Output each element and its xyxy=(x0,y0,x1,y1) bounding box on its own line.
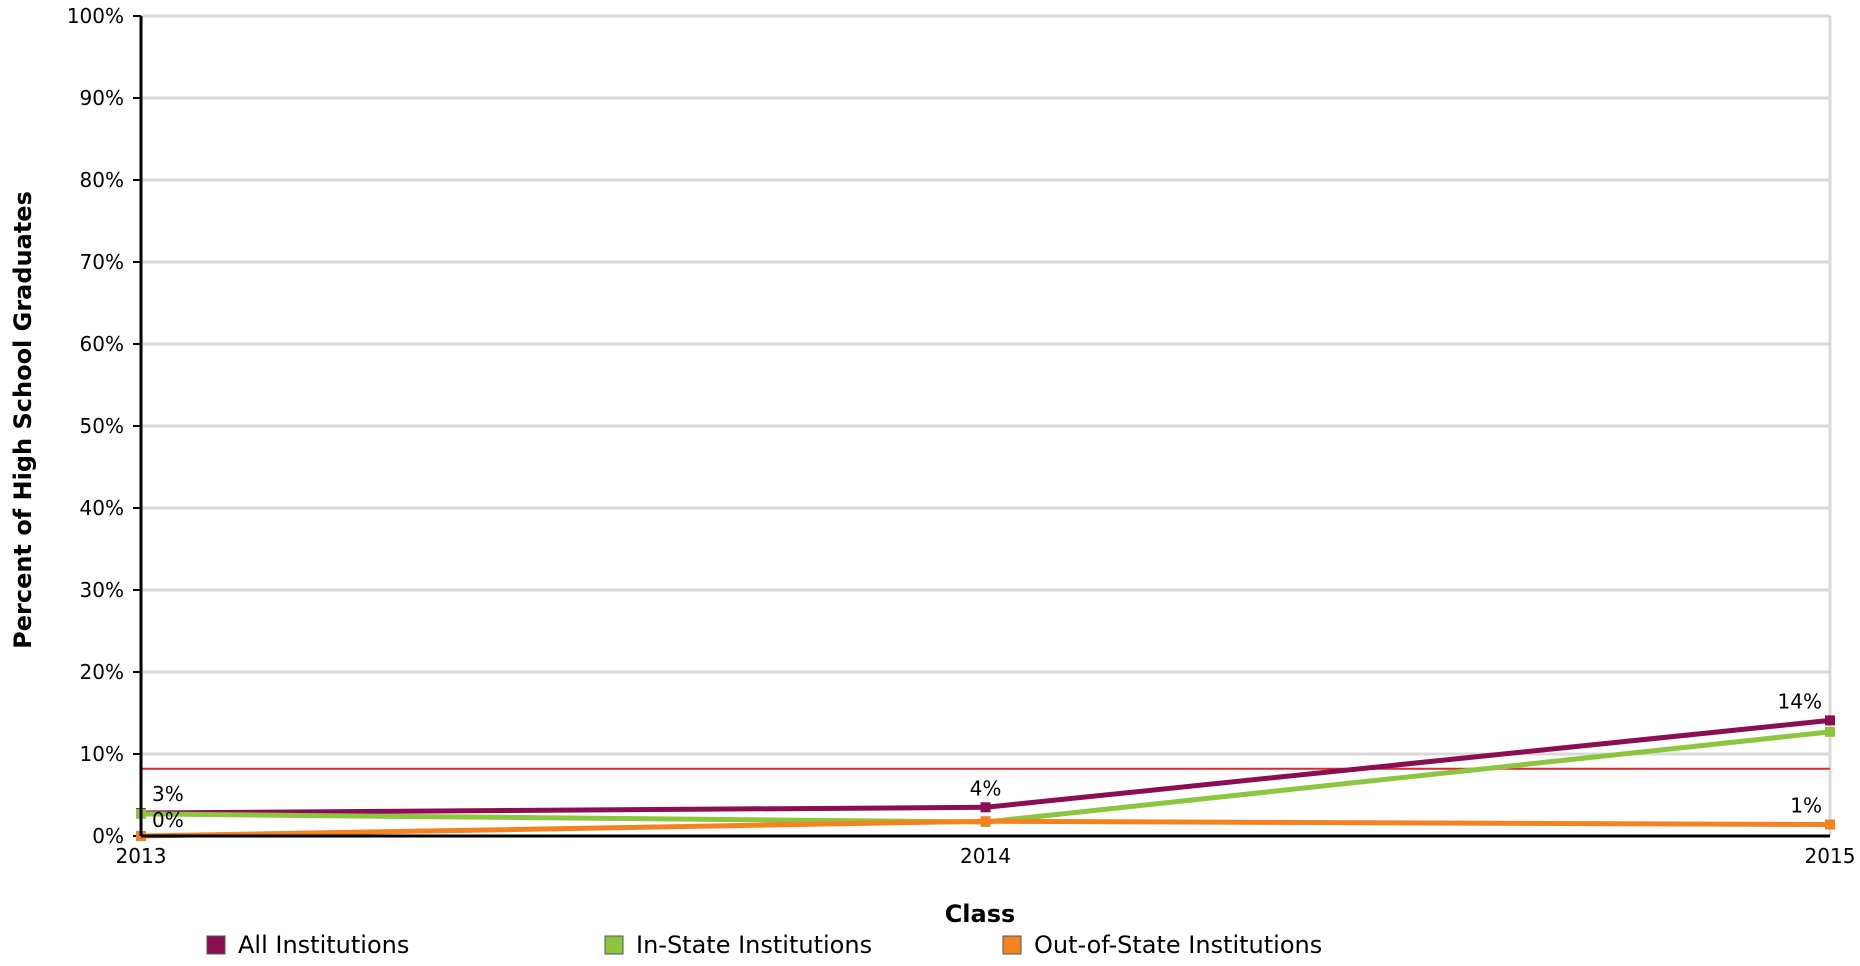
x-axis-ticks: 2013 2014 2015 xyxy=(116,844,1856,868)
legend-swatch xyxy=(1002,935,1022,955)
data-label: 1% xyxy=(1790,794,1822,818)
x-tick-label: 2015 xyxy=(1805,844,1856,868)
y-tick-label: 0% xyxy=(92,824,124,848)
y-tick-label: 30% xyxy=(80,578,124,602)
legend-swatch xyxy=(604,935,624,955)
y-tick-label: 20% xyxy=(80,660,124,684)
y-tick-label: 100% xyxy=(67,4,124,28)
legend-label: All Institutions xyxy=(238,931,409,959)
x-tick-label: 2013 xyxy=(116,844,167,868)
data-label: 0% xyxy=(152,808,184,832)
legend: All Institutions In-State Institutions Out… xyxy=(206,931,1322,959)
x-axis-title: Class xyxy=(945,900,1016,928)
series-point xyxy=(1825,819,1835,830)
grid-lines xyxy=(141,14,1832,836)
series-point xyxy=(1825,715,1835,726)
y-tick-label: 70% xyxy=(80,250,124,274)
data-label: 14% xyxy=(1778,689,1822,713)
y-tick-label: 50% xyxy=(80,414,124,438)
axes xyxy=(139,16,1830,838)
y-axis-ticks: 0% 10% 20% 30% 40% 50% 60% 70% 80% 90% 100% xyxy=(67,4,141,848)
data-label: 3% xyxy=(152,782,184,806)
y-tick-label: 10% xyxy=(80,742,124,766)
y-tick-label: 40% xyxy=(80,496,124,520)
series-point xyxy=(980,802,991,813)
legend-swatch xyxy=(206,935,226,955)
legend-label: In-State Institutions xyxy=(636,931,872,959)
series-point xyxy=(980,816,991,827)
legend-label: Out-of-State Institutions xyxy=(1034,931,1322,959)
y-tick-label: 90% xyxy=(80,86,124,110)
series-lines xyxy=(136,715,1835,841)
series-point xyxy=(1825,726,1835,737)
data-labels: 3%0% 4% 14% 1% xyxy=(152,689,1822,832)
y-axis-title: Percent of High School Graduates xyxy=(9,191,37,649)
y-tick-label: 80% xyxy=(80,168,124,192)
y-tick-label: 60% xyxy=(80,332,124,356)
data-label: 4% xyxy=(970,776,1002,800)
x-tick-label: 2014 xyxy=(960,844,1011,868)
